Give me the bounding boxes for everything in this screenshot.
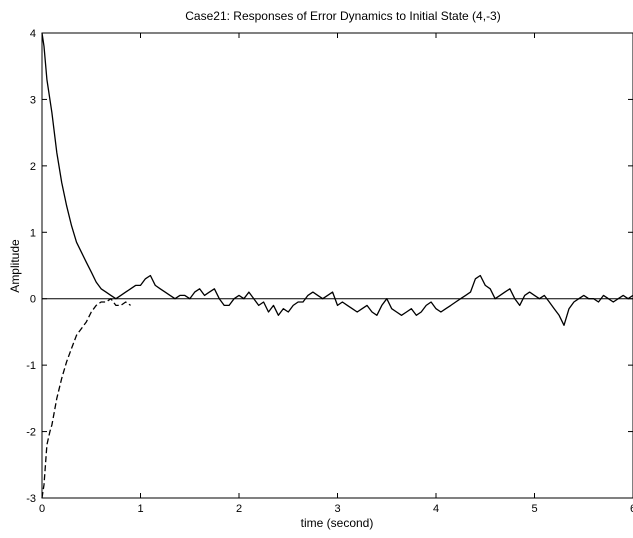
y-axis-label: Amplitude — [8, 239, 22, 293]
x-tick-label: 5 — [531, 503, 537, 515]
x-tick-label: 0 — [39, 503, 45, 515]
y-tick-label: 1 — [30, 227, 36, 239]
x-tick-label: 3 — [334, 503, 340, 515]
y-tick-label: -2 — [26, 427, 36, 439]
plot-frame — [41, 32, 633, 499]
x-tick-label: 6 — [630, 503, 633, 515]
chart-title: Case21: Responses of Error Dynamics to I… — [185, 9, 500, 23]
y-tick-label: -3 — [26, 493, 36, 505]
y-tick-label: 3 — [30, 94, 36, 106]
x-axis-label: time (second) — [301, 516, 374, 530]
x-tick-label: 1 — [137, 503, 143, 515]
x-tick-label: 2 — [236, 503, 242, 515]
series-line-2 — [41, 298, 131, 499]
x-tick-label: 4 — [433, 503, 439, 515]
y-tick-label: 4 — [30, 28, 36, 40]
y-tick-label: 2 — [30, 161, 36, 173]
y-tick-label: 0 — [30, 294, 36, 306]
series-line-1 — [41, 32, 633, 326]
y-tick-label: -1 — [26, 360, 36, 372]
